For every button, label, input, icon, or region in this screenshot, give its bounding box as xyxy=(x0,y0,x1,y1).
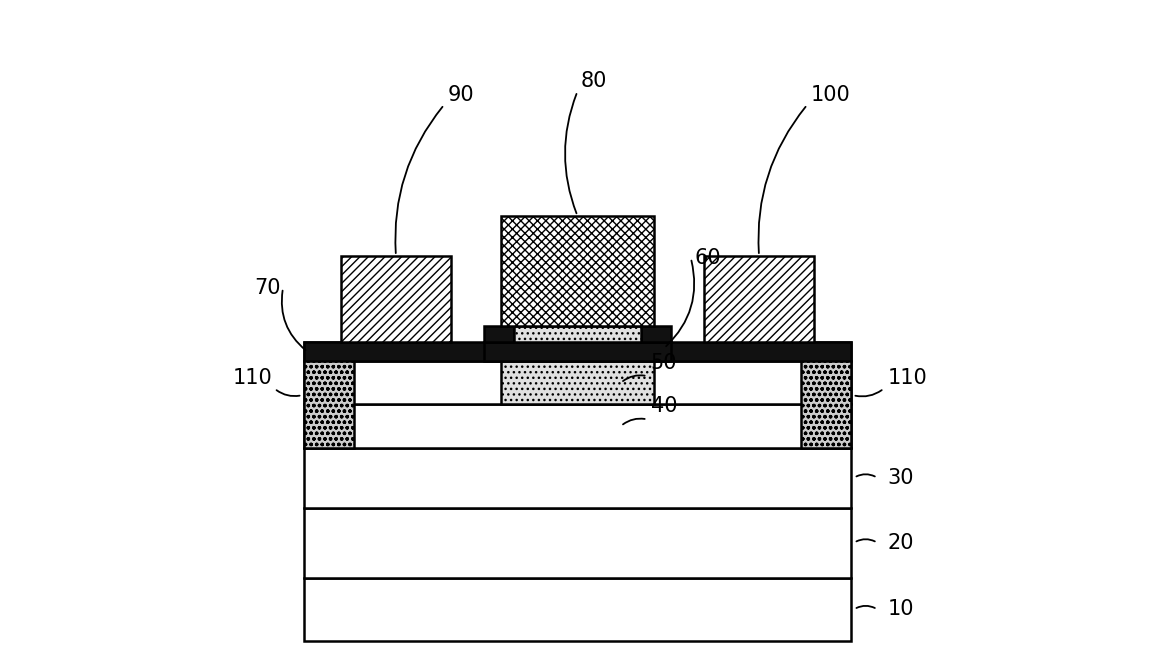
Bar xyxy=(484,343,671,361)
Bar xyxy=(501,216,654,326)
Bar xyxy=(305,361,850,405)
Text: 20: 20 xyxy=(887,533,914,553)
Bar xyxy=(514,326,641,343)
Text: 80: 80 xyxy=(581,72,608,92)
Text: 100: 100 xyxy=(811,85,850,104)
Text: 50: 50 xyxy=(650,353,677,373)
Text: 70: 70 xyxy=(254,278,281,298)
Bar xyxy=(341,256,450,343)
Text: 110: 110 xyxy=(232,369,273,389)
Bar xyxy=(305,405,850,448)
Bar xyxy=(484,326,514,343)
Bar xyxy=(305,577,850,641)
Bar xyxy=(305,508,850,577)
Bar xyxy=(305,343,850,361)
Text: 110: 110 xyxy=(887,369,927,389)
Bar xyxy=(305,448,850,508)
Text: 90: 90 xyxy=(448,85,475,104)
Bar xyxy=(641,326,671,343)
Text: 30: 30 xyxy=(887,468,914,488)
Bar xyxy=(800,343,850,448)
Text: 10: 10 xyxy=(887,599,914,619)
Bar xyxy=(705,256,814,343)
Text: 60: 60 xyxy=(694,248,721,268)
Bar xyxy=(501,361,654,405)
Text: 40: 40 xyxy=(650,396,677,416)
Bar xyxy=(305,343,355,448)
